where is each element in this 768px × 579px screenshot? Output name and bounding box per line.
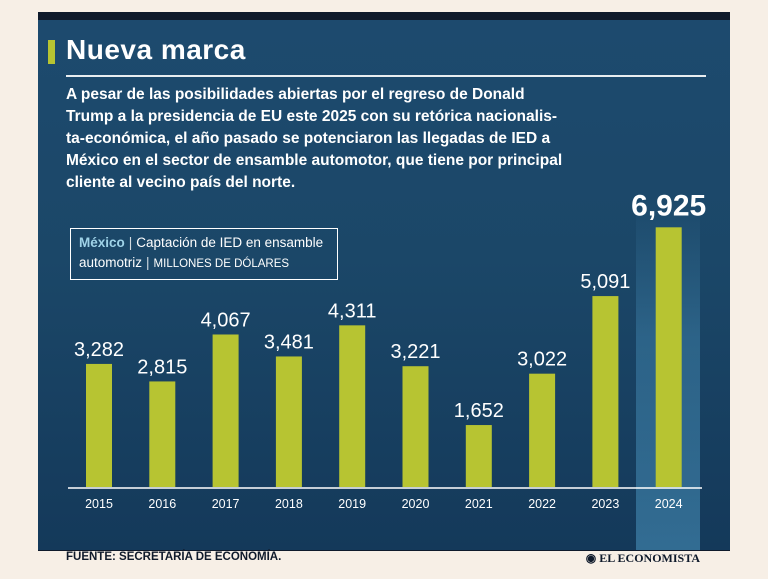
x-tick-label-2018: 2018 xyxy=(275,497,303,511)
legend-separator: | xyxy=(128,235,133,250)
source-note: FUENTE: SECRETARÍA DE ECONOMÍA. xyxy=(66,551,282,563)
infographic-frame: Nueva marca A pesar de las posibilidades… xyxy=(38,12,730,567)
bar-2015 xyxy=(86,363,112,487)
bar-2020 xyxy=(402,366,429,487)
data-label-2022: 3,022 xyxy=(517,349,567,371)
bar-2024 xyxy=(655,227,682,487)
x-tick-label-2022: 2022 xyxy=(528,497,556,511)
bar-2017 xyxy=(212,334,239,487)
intro-text: A pesar de las posibilidades abiertas po… xyxy=(66,86,563,191)
title-accent-mark xyxy=(48,40,55,64)
chart-panel: Nueva marca A pesar de las posibilidades… xyxy=(38,20,730,550)
data-label-2017: 4,067 xyxy=(201,309,251,331)
legend-metric-line1: Captación de IED en ensamble xyxy=(136,235,324,250)
top-bar xyxy=(38,12,730,20)
title-divider xyxy=(66,75,706,77)
bar-chart: 3,282 2015 2,815 2016 4,067 2017 3,481 2018 4,31… xyxy=(68,189,706,511)
legend-units: MILLONES DE DÓLARES xyxy=(153,258,290,270)
chart-legend: México | Captación de IED en ensamble auto… xyxy=(70,228,338,280)
data-label-2023: 5,091 xyxy=(580,271,630,293)
data-label-2018: 3,481 xyxy=(264,331,314,353)
bar-2022 xyxy=(529,373,556,487)
bar-2016 xyxy=(149,381,176,487)
x-tick-label-2017: 2017 xyxy=(212,497,240,511)
legend-country: México xyxy=(79,235,125,250)
x-tick-label-2016: 2016 xyxy=(148,497,176,511)
x-tick-label-2021: 2021 xyxy=(465,497,493,511)
bar-2023 xyxy=(592,296,619,487)
data-label-2015: 3,282 xyxy=(74,339,124,361)
data-label-2020: 3,221 xyxy=(390,341,440,363)
bar-2021 xyxy=(465,425,492,487)
data-label-2024: 6,925 xyxy=(631,189,706,222)
brand-logo: ◉ EL ECONOMISTA xyxy=(585,551,700,565)
data-label-2021: 1,652 xyxy=(454,400,504,422)
page-title: Nueva marca xyxy=(66,34,246,65)
legend-separator: | xyxy=(146,255,150,270)
data-label-2019: 4,311 xyxy=(328,300,377,322)
x-tick-label-2019: 2019 xyxy=(338,497,366,511)
bar-2018 xyxy=(275,356,302,487)
footer: FUENTE: SECRETARÍA DE ECONOMÍA. ◉ EL ECO… xyxy=(38,550,730,568)
legend-metric-line2: automotriz xyxy=(79,255,143,270)
data-label-2016: 2,815 xyxy=(137,356,187,378)
bar-2019 xyxy=(339,325,366,487)
x-tick-label-2020: 2020 xyxy=(402,497,430,511)
x-tick-label-2015: 2015 xyxy=(85,497,113,511)
x-tick-label-2024: 2024 xyxy=(655,497,683,511)
x-tick-label-2023: 2023 xyxy=(591,497,619,511)
brand-name: EL ECONOMISTA xyxy=(599,551,700,565)
